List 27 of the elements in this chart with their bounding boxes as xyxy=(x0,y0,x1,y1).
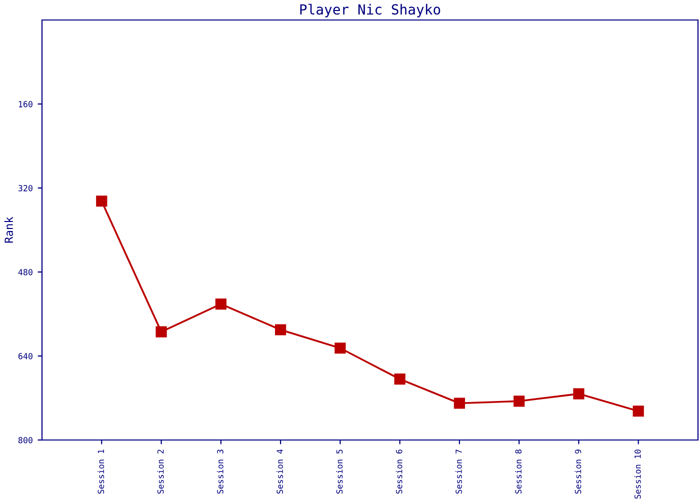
y-tick-label: 640 xyxy=(18,353,32,360)
point xyxy=(454,398,466,409)
y-axis-title: Rank xyxy=(4,216,13,243)
point xyxy=(274,324,286,336)
x-tick-label: Session 6 xyxy=(396,450,402,494)
y-tick-label: 320 xyxy=(18,185,32,192)
point xyxy=(215,298,226,310)
point xyxy=(156,326,167,338)
x-tick-label: Session 8 xyxy=(515,450,522,494)
point xyxy=(394,374,406,385)
x-tick-label: Session 7 xyxy=(455,450,462,494)
y-tick-label: 480 xyxy=(18,269,32,276)
point xyxy=(573,388,584,400)
x-tick-label: Session 2 xyxy=(157,450,164,494)
chart-title: Player Nic Shayko xyxy=(300,4,440,18)
point xyxy=(632,406,644,417)
point xyxy=(96,196,108,207)
x-tick-label: Session 10 xyxy=(634,450,641,499)
x-tick-label: Session 9 xyxy=(574,450,582,494)
point xyxy=(514,396,525,407)
y-tick-label: 160 xyxy=(18,101,32,108)
y-tick-label: 800 xyxy=(18,437,32,444)
x-tick-label: Session 1 xyxy=(98,450,104,494)
x-tick-label: Session 3 xyxy=(216,450,224,494)
x-tick-label: Session 5 xyxy=(336,450,343,494)
x-tick-label: Session 4 xyxy=(276,449,283,494)
point xyxy=(334,342,346,354)
